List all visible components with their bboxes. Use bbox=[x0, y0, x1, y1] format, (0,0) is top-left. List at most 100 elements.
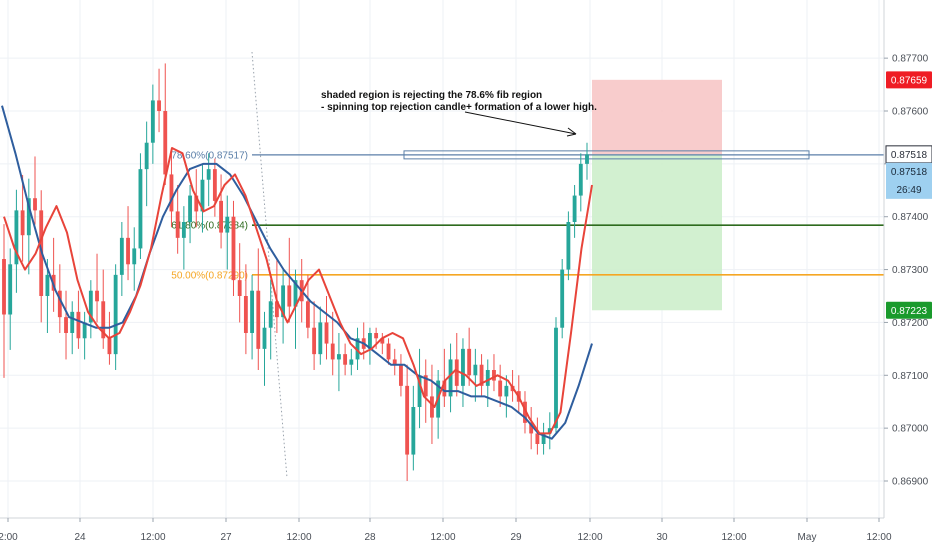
candle-body bbox=[423, 375, 428, 397]
x-tick-label: 24 bbox=[74, 532, 86, 543]
x-tick-label: 29 bbox=[510, 532, 522, 543]
y-tick-label: 0.87700 bbox=[892, 54, 929, 65]
stop-badge-text: 0.87659 bbox=[891, 75, 928, 86]
candle-body bbox=[107, 338, 112, 355]
candle-body bbox=[485, 370, 490, 386]
candle-body bbox=[200, 179, 205, 212]
ema-fast-line bbox=[3, 147, 593, 435]
candle-body bbox=[181, 222, 186, 238]
entry-badge-text: 0.87518 bbox=[891, 150, 928, 161]
candle-body bbox=[405, 385, 410, 455]
candle-body bbox=[554, 327, 558, 429]
target-badge-bg bbox=[886, 301, 932, 319]
candle-body bbox=[374, 333, 379, 339]
candle-body bbox=[572, 195, 577, 222]
candle-body bbox=[175, 211, 180, 238]
candle-body bbox=[312, 327, 317, 355]
candle-body bbox=[343, 354, 348, 365]
candle-body bbox=[448, 359, 453, 397]
price-badge-text: 0.87518 bbox=[891, 167, 928, 178]
candle-body bbox=[560, 269, 565, 328]
candle-body bbox=[498, 380, 503, 397]
candle-body bbox=[349, 359, 354, 365]
x-tick-label: 12:00 bbox=[866, 532, 891, 543]
candle-body bbox=[45, 274, 50, 296]
candle-body bbox=[442, 380, 447, 397]
take-profit-zone bbox=[592, 154, 722, 311]
candle-body bbox=[529, 422, 534, 434]
candle-body bbox=[417, 375, 422, 407]
candle-body bbox=[157, 100, 161, 111]
candle-body bbox=[150, 100, 155, 143]
candle-body bbox=[64, 317, 68, 333]
candle-body bbox=[411, 407, 416, 455]
candle-body bbox=[262, 327, 267, 349]
candle-body bbox=[492, 370, 496, 381]
candle-body bbox=[504, 385, 509, 397]
candle-body bbox=[26, 198, 31, 236]
candle-body bbox=[479, 364, 484, 386]
candle-body bbox=[473, 364, 478, 376]
candle-body bbox=[126, 237, 130, 265]
fib-500-label: 50.00%(0.87290) bbox=[171, 270, 248, 281]
candle-body bbox=[206, 169, 211, 180]
annotation-line2: - spinning top rejection candle+ formati… bbox=[321, 102, 597, 113]
candle-body bbox=[305, 301, 310, 328]
candle-body bbox=[219, 200, 223, 233]
fib-anchor-dotted-line bbox=[251, 51, 288, 479]
target-badge-text: 0.87223 bbox=[891, 306, 928, 317]
candle-body bbox=[336, 354, 341, 360]
candle-body bbox=[2, 259, 6, 315]
candle-body bbox=[163, 111, 168, 175]
candle-body bbox=[330, 343, 335, 360]
candle-body bbox=[132, 248, 137, 265]
candle-body bbox=[14, 210, 19, 265]
candle-body bbox=[454, 359, 459, 386]
candle-body bbox=[231, 216, 236, 281]
x-tick-label: May bbox=[798, 532, 817, 543]
stop-loss-zone bbox=[592, 79, 722, 155]
ema-slow-line bbox=[1, 105, 593, 440]
candle-body bbox=[392, 359, 397, 365]
y-tick-label: 0.87100 bbox=[892, 371, 929, 382]
candle-body bbox=[113, 274, 118, 355]
candle-body bbox=[274, 301, 279, 318]
y-tick-label: 0.87000 bbox=[892, 424, 929, 435]
candle-body bbox=[523, 401, 527, 423]
candle-body bbox=[188, 195, 192, 222]
candle-body bbox=[194, 195, 199, 212]
candle-body bbox=[355, 338, 360, 360]
candle-body bbox=[578, 163, 583, 196]
candle-body bbox=[243, 296, 248, 333]
y-tick-label: 0.87300 bbox=[892, 265, 929, 276]
x-tick-label: 12:00 bbox=[286, 532, 311, 543]
candle-body bbox=[324, 322, 329, 344]
y-tick-label: 0.86900 bbox=[892, 477, 929, 488]
rejection-box bbox=[403, 150, 810, 160]
x-tick-label: 2:00 bbox=[0, 532, 18, 543]
candle-body bbox=[386, 343, 391, 360]
position-zones bbox=[592, 79, 722, 311]
candle-body bbox=[287, 285, 292, 307]
candle-body bbox=[212, 169, 217, 201]
candle-body bbox=[461, 348, 465, 386]
moving-averages bbox=[1, 105, 593, 440]
countdown-text: 26:49 bbox=[896, 185, 921, 196]
candle-body bbox=[119, 237, 124, 275]
stop-badge-bg bbox=[886, 71, 932, 89]
candle-body bbox=[467, 348, 472, 376]
x-tick-label: 30 bbox=[656, 532, 668, 543]
x-tick-label: 27 bbox=[220, 532, 232, 543]
candle-body bbox=[535, 433, 540, 444]
candle-body bbox=[566, 222, 571, 270]
x-tick-label: 28 bbox=[364, 532, 376, 543]
candle-body bbox=[268, 301, 273, 328]
candle-body bbox=[101, 301, 106, 339]
x-tick-label: 12:00 bbox=[430, 532, 455, 543]
candle-body bbox=[368, 333, 372, 349]
candle-body bbox=[585, 154, 589, 164]
candle-body bbox=[399, 364, 403, 386]
fib-786-label: 78.60%(0.87517) bbox=[171, 150, 248, 161]
